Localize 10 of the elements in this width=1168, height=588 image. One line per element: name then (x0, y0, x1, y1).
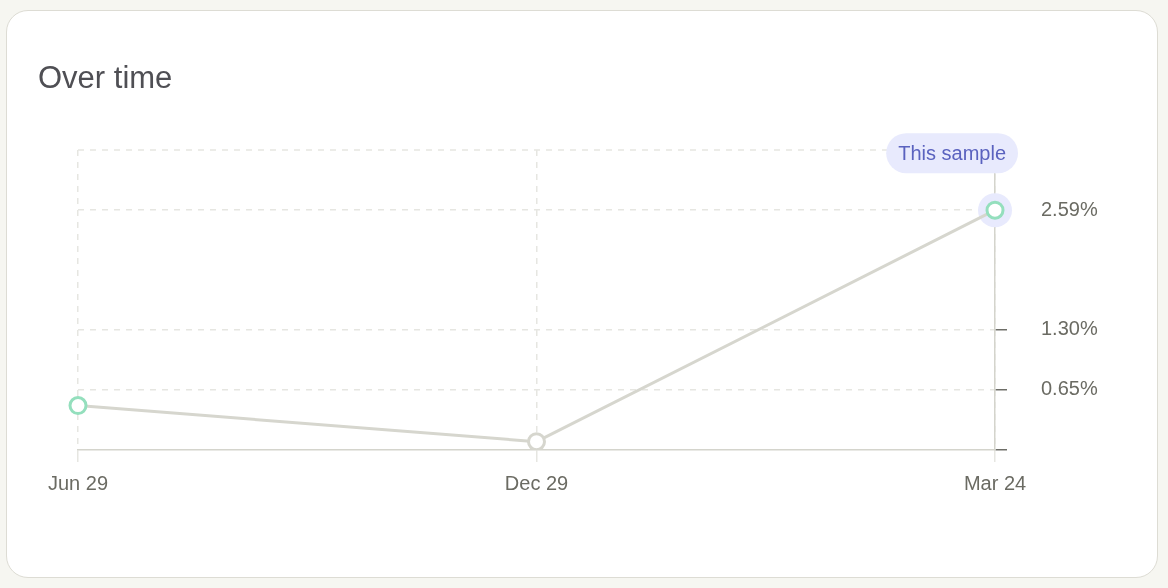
y-tick-label: 0.65% (1041, 377, 1098, 400)
x-tick-label: Mar 24 (963, 471, 1027, 494)
annotation: This sample (898, 141, 1006, 164)
x-tick-label: Jun 29 (47, 471, 109, 494)
chart-title: Over time (38, 60, 173, 96)
y-tick-label: 1.30% (1041, 317, 1098, 340)
point (68, 396, 88, 416)
x-tick-label: Dec 29 (504, 471, 569, 494)
y-tick-label: 2.59% (1041, 197, 1098, 220)
point (527, 432, 546, 450)
